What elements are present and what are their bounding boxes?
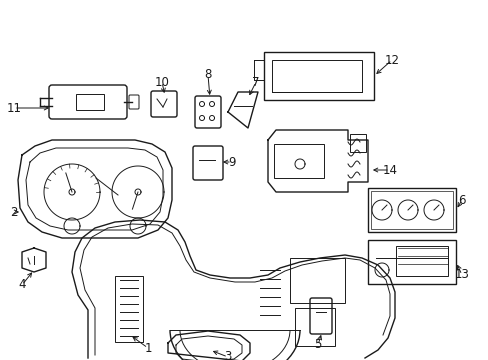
Text: 14: 14: [382, 163, 397, 176]
Bar: [349, 134, 365, 152]
Text: 12: 12: [384, 54, 399, 67]
Bar: [367, 188, 455, 232]
Bar: [395, 246, 447, 276]
Bar: [76, 94, 104, 110]
Text: 1: 1: [144, 342, 151, 355]
Bar: [115, 276, 142, 342]
Text: 13: 13: [454, 269, 468, 282]
Bar: [264, 52, 373, 100]
Text: 6: 6: [457, 194, 465, 207]
Text: 8: 8: [204, 68, 211, 81]
Bar: [367, 240, 455, 284]
Text: 10: 10: [154, 76, 169, 89]
Text: 9: 9: [228, 156, 235, 168]
Bar: [273, 144, 324, 178]
Bar: [289, 258, 345, 303]
Text: 11: 11: [6, 102, 21, 114]
Text: 4: 4: [18, 279, 26, 292]
Text: 5: 5: [314, 338, 321, 351]
Bar: [370, 191, 452, 229]
Text: 7: 7: [252, 76, 259, 89]
Text: 3: 3: [224, 351, 231, 360]
Text: 2: 2: [10, 206, 18, 219]
Bar: [271, 60, 361, 92]
Bar: [294, 308, 334, 346]
